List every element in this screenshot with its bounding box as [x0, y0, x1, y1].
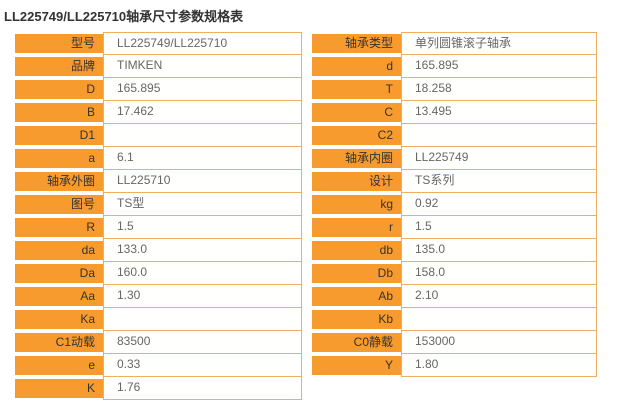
param-label: 轴承外圈	[15, 172, 103, 191]
param-value	[401, 308, 597, 331]
param-label: da	[15, 241, 103, 260]
param-value: 13.495	[401, 101, 597, 124]
param-value	[103, 308, 302, 331]
spec-row: 图号 TS型	[15, 193, 302, 216]
param-value: TS系列	[401, 170, 597, 193]
spec-row: Ka	[15, 308, 302, 331]
param-label: a	[15, 149, 103, 168]
spec-row: C0静载 153000	[312, 331, 597, 354]
spec-row: Y 1.80	[312, 354, 597, 377]
spec-row: R 1.5	[15, 216, 302, 239]
param-value: 1.30	[103, 285, 302, 308]
spec-row: db 135.0	[312, 239, 597, 262]
param-value	[103, 124, 302, 147]
spec-row: 型号 LL225749/LL225710	[15, 32, 302, 55]
spec-row: T 18.258	[312, 78, 597, 101]
param-label: r	[312, 218, 401, 237]
spec-row: 轴承内圈 LL225749	[312, 147, 597, 170]
param-value: 1.5	[401, 216, 597, 239]
param-label: 轴承类型	[312, 34, 401, 53]
spec-tables: 型号 LL225749/LL225710 品牌 TIMKEN D 165.895 B 17.4…	[0, 32, 643, 400]
spec-row: Aa 1.30	[15, 285, 302, 308]
spec-row: Kb	[312, 308, 597, 331]
param-label: R	[15, 218, 103, 237]
spec-table-left: 型号 LL225749/LL225710 品牌 TIMKEN D 165.895 B 17.4…	[15, 32, 302, 400]
param-value: 18.258	[401, 78, 597, 101]
spec-row: D 165.895	[15, 78, 302, 101]
param-label: 轴承内圈	[312, 149, 401, 168]
param-value: 83500	[103, 331, 302, 354]
param-value: 160.0	[103, 262, 302, 285]
param-label: C0静载	[312, 333, 401, 352]
param-label: 品牌	[15, 57, 103, 76]
spec-row: Da 160.0	[15, 262, 302, 285]
spec-table-right: 轴承类型 单列圆锥滚子轴承 d 165.895 T 18.258 C 13.495 C2 轴承内圈…	[312, 32, 597, 400]
param-value: 0.92	[401, 193, 597, 216]
param-value: 153000	[401, 331, 597, 354]
spec-row: 品牌 TIMKEN	[15, 55, 302, 78]
spec-row: e 0.33	[15, 354, 302, 377]
param-value: 6.1	[103, 147, 302, 170]
param-label: D1	[15, 126, 103, 145]
param-label: D	[15, 80, 103, 99]
param-label: K	[15, 379, 103, 398]
param-value: 2.10	[401, 285, 597, 308]
spec-row: C2	[312, 124, 597, 147]
param-label: db	[312, 241, 401, 260]
param-value: 1.76	[103, 377, 302, 400]
spec-row: 轴承类型 单列圆锥滚子轴承	[312, 32, 597, 55]
param-label: C	[312, 103, 401, 122]
param-label: Da	[15, 264, 103, 283]
param-value: TS型	[103, 193, 302, 216]
param-label: 设计	[312, 172, 401, 191]
spec-row: Db 158.0	[312, 262, 597, 285]
param-value: 133.0	[103, 239, 302, 262]
param-value: 0.33	[103, 354, 302, 377]
spec-row: d 165.895	[312, 55, 597, 78]
param-value: 165.895	[401, 55, 597, 78]
param-value: 135.0	[401, 239, 597, 262]
spec-row: Ab 2.10	[312, 285, 597, 308]
param-value: 1.80	[401, 354, 597, 377]
param-label: T	[312, 80, 401, 99]
param-label: Db	[312, 264, 401, 283]
param-label: C1动载	[15, 333, 103, 352]
param-label: Ab	[312, 287, 401, 306]
param-label: e	[15, 356, 103, 375]
param-value: 165.895	[103, 78, 302, 101]
spec-row: r 1.5	[312, 216, 597, 239]
param-label: d	[312, 57, 401, 76]
param-value: 单列圆锥滚子轴承	[401, 32, 597, 55]
param-label: 图号	[15, 195, 103, 214]
param-label: Y	[312, 356, 401, 375]
param-label: Ka	[15, 310, 103, 329]
spec-row: da 133.0	[15, 239, 302, 262]
param-label: 型号	[15, 34, 103, 53]
spec-row: C1动载 83500	[15, 331, 302, 354]
param-label: B	[15, 103, 103, 122]
spec-row: kg 0.92	[312, 193, 597, 216]
spec-row: 设计 TS系列	[312, 170, 597, 193]
param-value: LL225710	[103, 170, 302, 193]
param-value: TIMKEN	[103, 55, 302, 78]
param-label: C2	[312, 126, 401, 145]
spec-row: a 6.1	[15, 147, 302, 170]
param-value: 158.0	[401, 262, 597, 285]
param-value: 1.5	[103, 216, 302, 239]
param-value: LL225749/LL225710	[103, 32, 302, 55]
param-value: 17.462	[103, 101, 302, 124]
param-label: Kb	[312, 310, 401, 329]
spec-row: B 17.462	[15, 101, 302, 124]
spec-row: D1	[15, 124, 302, 147]
param-label: kg	[312, 195, 401, 214]
spec-row: 轴承外圈 LL225710	[15, 170, 302, 193]
param-label: Aa	[15, 287, 103, 306]
page-title: LL225749/LL225710轴承尺寸参数规格表	[4, 9, 244, 24]
spec-row: C 13.495	[312, 101, 597, 124]
param-value: LL225749	[401, 147, 597, 170]
spec-row: K 1.76	[15, 377, 302, 400]
param-value	[401, 124, 597, 147]
